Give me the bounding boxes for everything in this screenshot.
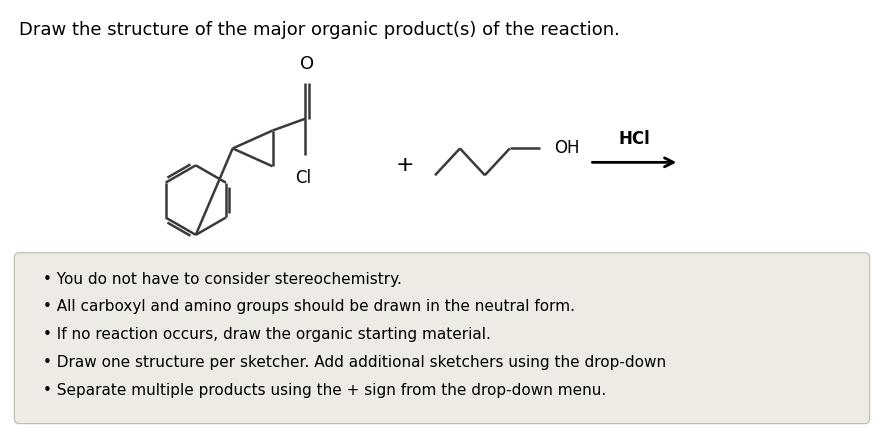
FancyBboxPatch shape: [14, 253, 870, 424]
Text: OH: OH: [553, 139, 579, 157]
Text: HCl: HCl: [619, 130, 651, 148]
Text: • You do not have to consider stereochemistry.: • You do not have to consider stereochem…: [43, 272, 402, 287]
Text: • All carboxyl and amino groups should be drawn in the neutral form.: • All carboxyl and amino groups should b…: [43, 299, 575, 314]
Text: • If no reaction occurs, draw the organic starting material.: • If no reaction occurs, draw the organi…: [43, 327, 492, 342]
Text: O: O: [300, 55, 314, 73]
Text: • Separate multiple products using the + sign from the drop-down menu.: • Separate multiple products using the +…: [43, 383, 606, 398]
Text: Cl: Cl: [295, 169, 311, 187]
Text: +: +: [396, 155, 415, 175]
Text: • Draw one structure per sketcher. Add additional sketchers using the drop-down: • Draw one structure per sketcher. Add a…: [43, 355, 667, 370]
Text: Draw the structure of the major organic product(s) of the reaction.: Draw the structure of the major organic …: [19, 21, 621, 39]
